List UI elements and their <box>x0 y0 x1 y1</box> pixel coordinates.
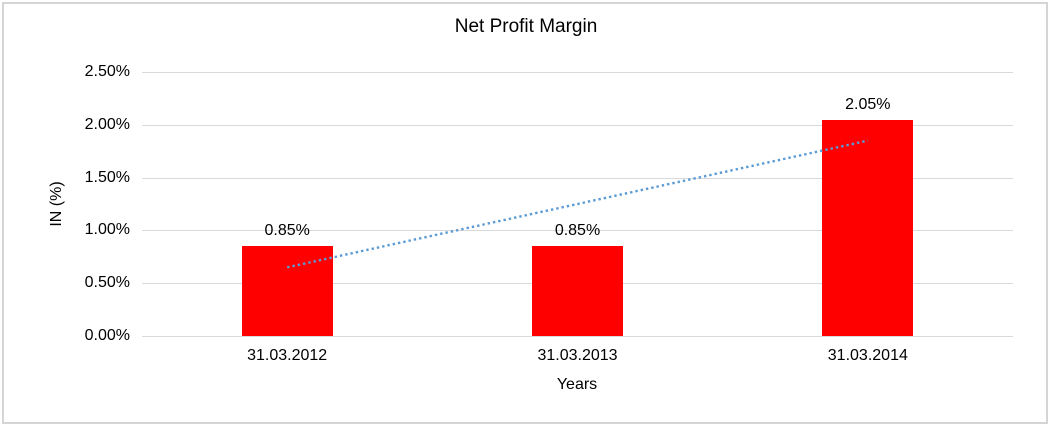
bar <box>241 246 333 336</box>
x-category-label: 31.03.2013 <box>537 347 618 364</box>
x-category-label: 31.03.2012 <box>247 347 328 364</box>
y-tick-label: 0.50% <box>84 274 130 292</box>
gridline <box>142 125 1013 126</box>
y-tick-label: 2.00% <box>84 115 130 133</box>
bar <box>532 246 623 336</box>
x-axis-title: Years <box>556 376 598 393</box>
gridline <box>142 72 1013 73</box>
bar-data-label: 0.85% <box>554 222 601 240</box>
gridline <box>142 336 1013 337</box>
y-tick-label: 1.00% <box>84 221 130 239</box>
chart-title: Net Profit Margin <box>454 16 598 37</box>
bar-data-label: 2.05% <box>845 95 891 113</box>
bar <box>822 119 914 336</box>
y-tick-label: 1.50% <box>84 168 130 186</box>
x-category-label: 31.03.2014 <box>827 347 908 364</box>
y-tick-label: 0.00% <box>84 327 130 344</box>
y-tick-label: 2.50% <box>84 63 130 80</box>
bar-data-label: 0.85% <box>264 222 310 240</box>
